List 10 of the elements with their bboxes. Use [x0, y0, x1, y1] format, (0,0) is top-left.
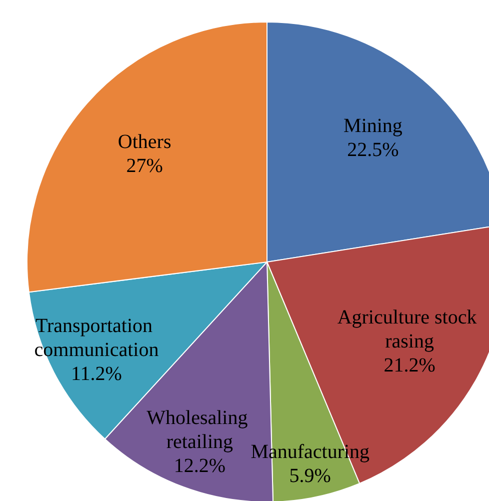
- slice-label: Wholesaling retailing: [146, 406, 253, 453]
- slice-label: Others: [118, 131, 172, 154]
- data-label: 22.5%: [347, 138, 399, 161]
- slice-label: Mining: [344, 114, 402, 137]
- data-label: 21.2%: [384, 354, 436, 377]
- data-label: 5.9%: [289, 464, 331, 487]
- data-label: 12.2%: [174, 454, 226, 477]
- data-label: 11.2%: [71, 363, 122, 386]
- data-label: 27%: [126, 155, 163, 178]
- slice-label: Agriculture stock rasing: [337, 306, 482, 353]
